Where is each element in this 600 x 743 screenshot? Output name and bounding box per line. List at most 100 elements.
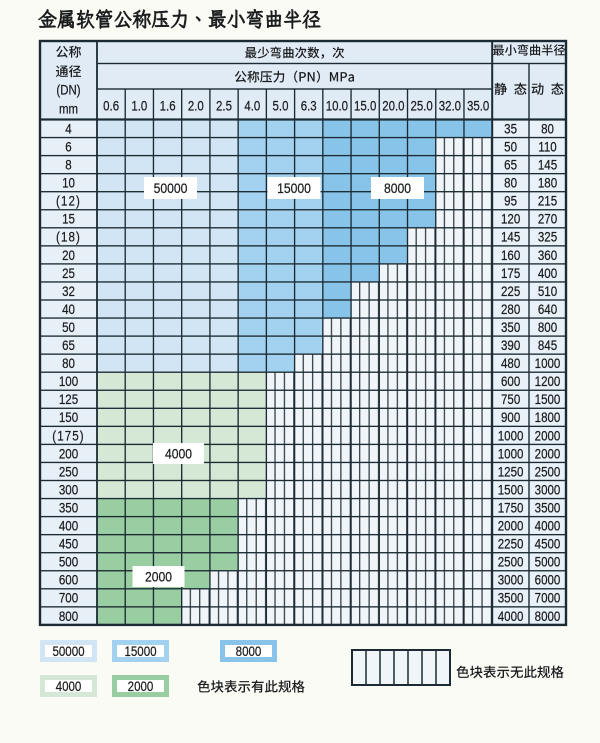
svg-text:160: 160	[501, 248, 520, 263]
svg-text:600: 600	[501, 374, 520, 389]
svg-text:35: 35	[504, 122, 517, 137]
svg-text:(12): (12)	[56, 194, 81, 209]
svg-text:50000: 50000	[52, 644, 84, 659]
svg-text:1000: 1000	[535, 356, 561, 371]
svg-text:800: 800	[538, 320, 557, 335]
svg-text:390: 390	[501, 338, 520, 353]
svg-text:15.0: 15.0	[354, 99, 376, 114]
svg-text:8000: 8000	[535, 609, 561, 624]
svg-text:350: 350	[59, 501, 78, 516]
svg-text:2000: 2000	[498, 519, 524, 534]
svg-text:125: 125	[59, 392, 78, 407]
svg-text:35.0: 35.0	[467, 99, 489, 114]
svg-text:20.0: 20.0	[382, 99, 404, 114]
svg-text:800: 800	[59, 609, 78, 624]
svg-text:80: 80	[541, 122, 554, 137]
svg-text:4: 4	[65, 122, 71, 137]
svg-text:32.0: 32.0	[439, 99, 461, 114]
svg-text:1500: 1500	[535, 392, 561, 407]
svg-text:4000: 4000	[535, 519, 561, 534]
svg-text:1500: 1500	[498, 483, 524, 498]
svg-text:7000: 7000	[535, 591, 561, 606]
svg-text:215: 215	[538, 194, 557, 209]
svg-text:2000: 2000	[535, 428, 561, 443]
svg-text:50: 50	[62, 320, 75, 335]
svg-text:40: 40	[62, 302, 75, 317]
svg-text:2500: 2500	[535, 465, 561, 480]
svg-text:250: 250	[59, 465, 78, 480]
svg-text:0.6: 0.6	[103, 99, 119, 114]
svg-text:15000: 15000	[277, 180, 311, 196]
svg-text:5000: 5000	[535, 555, 561, 570]
svg-text:150: 150	[59, 410, 78, 425]
svg-text:8: 8	[65, 158, 71, 173]
svg-text:900: 900	[501, 410, 520, 425]
svg-text:120: 120	[501, 212, 520, 227]
svg-text:700: 700	[59, 591, 78, 606]
svg-text:270: 270	[538, 212, 557, 227]
svg-text:280: 280	[501, 302, 520, 317]
svg-text:175: 175	[501, 266, 520, 281]
svg-text:mm: mm	[59, 102, 78, 117]
svg-text:6: 6	[65, 140, 71, 155]
svg-text:(DN): (DN)	[56, 82, 80, 97]
svg-text:480: 480	[501, 356, 520, 371]
svg-text:3000: 3000	[498, 573, 524, 588]
svg-text:4.0: 4.0	[244, 99, 260, 114]
svg-text:6.3: 6.3	[301, 99, 317, 114]
svg-text:25.0: 25.0	[410, 99, 432, 114]
svg-text:500: 500	[59, 555, 78, 570]
svg-text:4000: 4000	[498, 609, 524, 624]
svg-text:(18): (18)	[56, 230, 81, 245]
svg-text:15000: 15000	[124, 644, 156, 659]
svg-text:10: 10	[62, 176, 75, 191]
svg-text:400: 400	[59, 519, 78, 534]
svg-text:450: 450	[59, 537, 78, 552]
svg-text:25: 25	[62, 266, 75, 281]
svg-text:845: 845	[538, 338, 557, 353]
svg-text:65: 65	[504, 158, 517, 173]
svg-text:2.0: 2.0	[188, 99, 204, 114]
svg-text:65: 65	[62, 338, 75, 353]
svg-text:2500: 2500	[498, 555, 524, 570]
svg-text:110: 110	[538, 140, 556, 155]
svg-text:1200: 1200	[535, 374, 561, 389]
svg-text:300: 300	[59, 483, 78, 498]
svg-text:4000: 4000	[56, 679, 82, 694]
svg-text:1250: 1250	[498, 465, 524, 480]
svg-text:50000: 50000	[154, 180, 188, 196]
svg-text:3500: 3500	[498, 591, 524, 606]
svg-text:200: 200	[59, 446, 78, 461]
svg-text:180: 180	[538, 176, 557, 191]
svg-text:15: 15	[62, 212, 75, 227]
svg-text:350: 350	[501, 320, 520, 335]
svg-text:1.0: 1.0	[131, 99, 147, 114]
svg-text:80: 80	[62, 356, 75, 371]
svg-text:1000: 1000	[498, 446, 524, 461]
svg-text:8000: 8000	[236, 644, 262, 659]
svg-text:750: 750	[501, 392, 520, 407]
svg-text:10.0: 10.0	[326, 99, 348, 114]
svg-text:6000: 6000	[535, 573, 561, 588]
svg-text:(175): (175)	[52, 428, 84, 443]
svg-text:1750: 1750	[498, 501, 524, 516]
svg-text:2000: 2000	[535, 446, 561, 461]
svg-text:3500: 3500	[535, 501, 561, 516]
svg-text:1800: 1800	[535, 410, 561, 425]
svg-text:510: 510	[538, 284, 557, 299]
svg-text:100: 100	[59, 374, 78, 389]
svg-text:225: 225	[501, 284, 520, 299]
svg-text:2000: 2000	[128, 679, 154, 694]
svg-text:80: 80	[504, 176, 517, 191]
svg-text:2000: 2000	[145, 569, 172, 585]
svg-text:50: 50	[504, 140, 517, 155]
svg-text:1000: 1000	[498, 428, 524, 443]
svg-text:3000: 3000	[535, 483, 561, 498]
svg-text:600: 600	[59, 573, 78, 588]
svg-text:2250: 2250	[498, 537, 524, 552]
svg-text:640: 640	[538, 302, 557, 317]
svg-text:2.5: 2.5	[216, 99, 232, 114]
svg-text:145: 145	[501, 230, 520, 245]
svg-text:95: 95	[504, 194, 517, 209]
svg-text:5.0: 5.0	[273, 99, 289, 114]
